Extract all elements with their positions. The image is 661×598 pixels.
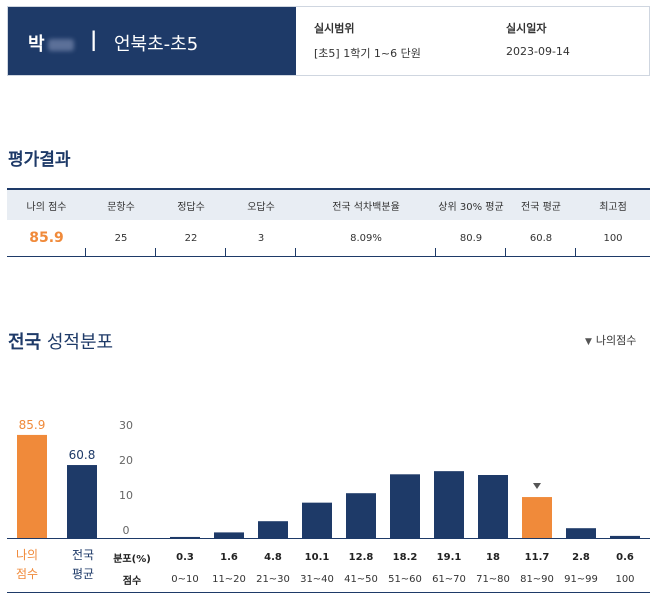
student-banner: 박 | 언북초-초5	[8, 7, 296, 75]
bar-national-avg	[67, 465, 97, 538]
national-avg-axis-label-line1: 전국	[71, 548, 95, 562]
class-name: 언북초-초5	[114, 34, 199, 55]
score-range-label: 71~80	[476, 574, 510, 585]
header-separator: |	[90, 27, 98, 51]
histogram-bar	[566, 528, 596, 538]
my-score-marker-icon	[533, 483, 541, 490]
my-score-axis-label-line2: 점수	[15, 567, 39, 581]
distribution-value-label: 18	[486, 552, 500, 563]
score-range-label: 100	[615, 574, 634, 585]
distribution-value-label: 19.1	[437, 552, 462, 563]
national-avg-axis-label-line2: 평균	[71, 567, 95, 581]
score-range-label: 61~70	[432, 574, 466, 585]
score-range-label: 91~99	[564, 574, 598, 585]
report-header: 박 | 언북초-초5 실시범위 [초5] 1학기 1~6 단원 실시일자 202…	[7, 6, 650, 76]
exam-range-value: [초5] 1학기 1~6 단원	[314, 47, 421, 60]
score-row-label: 점수	[122, 576, 142, 587]
col-max-score: 최고점	[599, 201, 627, 213]
histogram-bar	[478, 475, 508, 538]
distribution-value-label: 18.2	[393, 552, 418, 563]
my-score-axis-label-line1: 나의	[15, 548, 39, 562]
results-title: 평가결과	[8, 150, 71, 170]
my-score-axis-label: 나의 점수	[7, 546, 47, 584]
student-name-text: 박	[28, 34, 46, 55]
histogram-bar	[302, 502, 332, 538]
y-tick-label: 20	[119, 454, 133, 467]
score-range-label: 81~90	[520, 574, 554, 585]
national-avg-axis-label: 전국 평균	[63, 546, 103, 584]
histogram-bar	[390, 474, 420, 538]
results-table: 나의 점수 문항수 정답수 오답수 전국 석차백분율 상위 30% 평균 전국 …	[7, 188, 650, 257]
score-range-label: 0~10	[171, 574, 198, 585]
distribution-value-label: 11.7	[525, 552, 550, 563]
col-question-count: 문항수	[107, 201, 135, 213]
exam-range: 실시범위 [초5] 1학기 1~6 단원	[314, 20, 421, 61]
distribution-value-label: 2.8	[572, 552, 590, 563]
histogram-bar	[214, 532, 244, 538]
chart-bottom-line	[7, 592, 650, 593]
col-my-score: 나의 점수	[26, 201, 67, 213]
y-tick-label: 30	[119, 419, 133, 432]
col-national-avg: 전국 평균	[521, 201, 561, 213]
student-name: 박	[28, 30, 74, 56]
histogram-bar	[434, 471, 464, 538]
distribution-title-rest: 성적분포	[46, 332, 114, 353]
distribution-title: 전국 성적분포	[8, 328, 113, 354]
y-tick-label: 0	[123, 524, 130, 537]
name-redaction	[47, 39, 74, 51]
histogram-bar	[346, 493, 376, 538]
value-wrong-count: 3	[226, 220, 296, 256]
score-range-label: 31~40	[300, 574, 334, 585]
value-national-percentile: 8.09%	[296, 220, 436, 256]
col-correct-count: 정답수	[177, 201, 205, 213]
exam-date-label: 실시일자	[506, 22, 547, 35]
distribution-value-label: 1.6	[220, 552, 238, 563]
exam-date: 실시일자 2023-09-14	[506, 20, 570, 58]
score-range-label: 51~60	[388, 574, 422, 585]
my-score-legend: ▼ 나의점수	[585, 332, 636, 348]
results-value-row: 85.9 25 22 3 8.09% 80.9 60.8 100	[7, 220, 650, 256]
bar-value-label-national-avg: 60.8	[69, 448, 96, 462]
histogram-bar	[522, 497, 552, 538]
distribution-value-label: 12.8	[349, 552, 374, 563]
col-wrong-count: 오답수	[247, 201, 275, 213]
histogram-bar	[258, 521, 288, 538]
exam-date-value: 2023-09-14	[506, 45, 570, 58]
exam-range-label: 실시범위	[314, 22, 355, 35]
distribution-value-label: 0.6	[616, 552, 634, 563]
score-range-label: 21~30	[256, 574, 290, 585]
col-national-percentile: 전국 석차백분율	[332, 201, 400, 213]
bar-my-score	[17, 434, 47, 538]
score-range-label: 11~20	[212, 574, 246, 585]
score-range-label: 41~50	[344, 574, 378, 585]
legend-label: 나의점수	[595, 334, 637, 347]
col-top30-avg: 상위 30% 평균	[438, 201, 504, 213]
distribution-value-label: 4.8	[264, 552, 282, 563]
bar-value-label-my-score: 85.9	[19, 418, 46, 432]
triangle-down-icon: ▼	[585, 337, 592, 347]
distribution-row-label: 분포(%)	[113, 554, 151, 565]
value-top30-avg: 80.9	[436, 220, 506, 256]
value-national-avg: 60.8	[506, 220, 576, 256]
y-tick-label: 10	[119, 489, 133, 502]
value-question-count: 25	[86, 220, 156, 256]
value-max-score: 100	[603, 232, 623, 244]
distribution-value-label: 0.3	[176, 552, 194, 563]
distribution-title-bold: 전국	[8, 332, 42, 353]
distribution-value-label: 10.1	[305, 552, 330, 563]
value-correct-count: 22	[156, 220, 226, 256]
chart-baseline	[7, 538, 650, 539]
value-my-score: 85.9	[7, 220, 86, 256]
histogram-bar	[170, 536, 200, 538]
histogram-bar	[610, 535, 640, 538]
results-header-row: 나의 점수 문항수 정답수 오답수 전국 석차백분율 상위 30% 평균 전국 …	[7, 190, 650, 220]
